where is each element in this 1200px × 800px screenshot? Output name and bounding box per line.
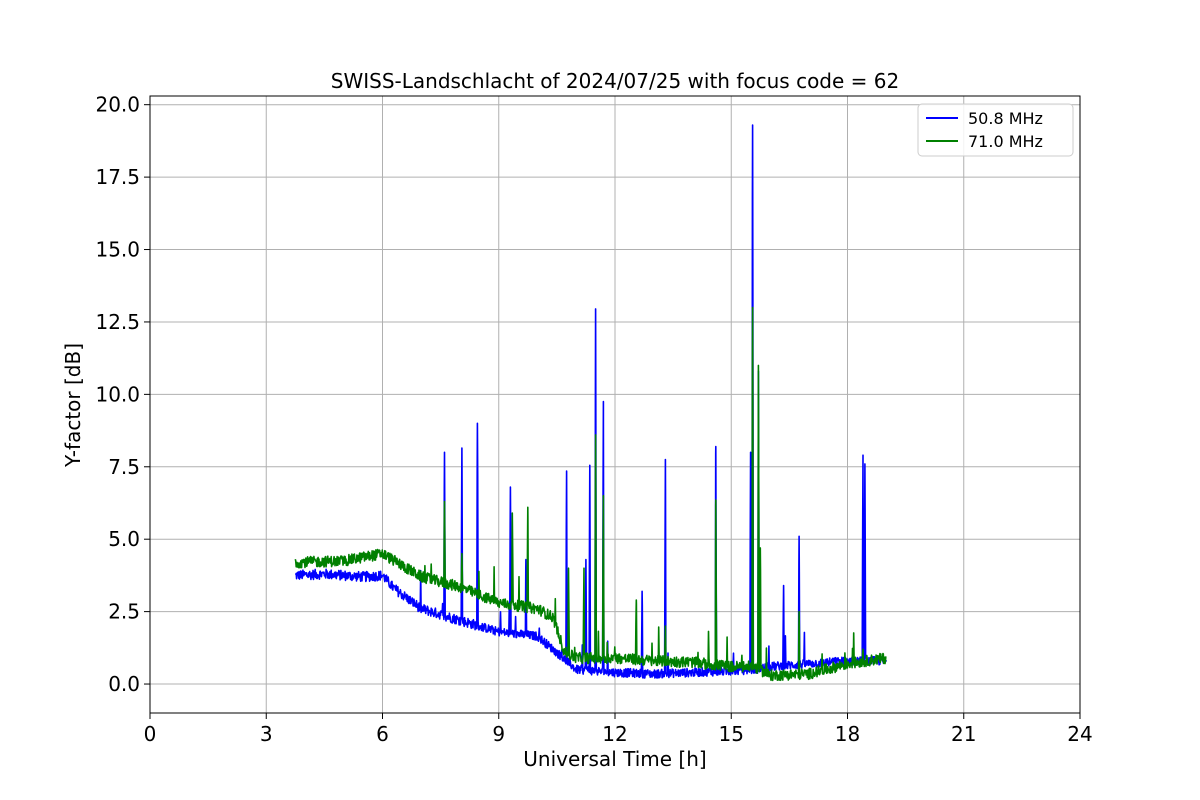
y-tick-label: 10.0: [95, 382, 140, 406]
x-tick-label: 24: [1067, 722, 1092, 746]
x-tick-label: 12: [602, 722, 627, 746]
y-tick-label: 5.0: [108, 527, 140, 551]
y-tick-label: 12.5: [95, 310, 140, 334]
y-tick-label: 7.5: [108, 455, 140, 479]
y-tick-label: 17.5: [95, 165, 140, 189]
x-tick-label: 15: [719, 722, 744, 746]
y-axis-ticks: 0.0 2.5 5.0 7.5 10.0 12.5 15.0 17.5 20.0: [95, 93, 150, 696]
chart-title: SWISS-Landschlacht of 2024/07/25 with fo…: [331, 69, 899, 93]
legend-label-50-8-mhz: 50.8 MHz: [968, 109, 1043, 128]
x-tick-label: 3: [260, 722, 273, 746]
y-tick-label: 15.0: [95, 238, 140, 262]
x-tick-label: 9: [492, 722, 505, 746]
y-tick-label: 20.0: [95, 93, 140, 117]
y-tick-label: 2.5: [108, 600, 140, 624]
y-axis-label: Y-factor [dB]: [61, 343, 85, 468]
legend: 50.8 MHz 71.0 MHz: [917, 103, 1074, 157]
x-axis-ticks: 0 3 6 9 12 15 18 21 24: [144, 713, 1093, 746]
series-line-71-0-mhz: [294, 306, 887, 682]
x-tick-label: 6: [376, 722, 389, 746]
x-tick-label: 18: [835, 722, 860, 746]
x-tick-label: 21: [951, 722, 976, 746]
legend-label-71-0-mhz: 71.0 MHz: [968, 132, 1043, 151]
series-layer: [294, 124, 888, 682]
x-tick-label: 0: [144, 722, 157, 746]
y-tick-label: 0.0: [108, 672, 140, 696]
series-line-50-8-mhz: [294, 124, 888, 679]
x-axis-label: Universal Time [h]: [523, 747, 706, 771]
